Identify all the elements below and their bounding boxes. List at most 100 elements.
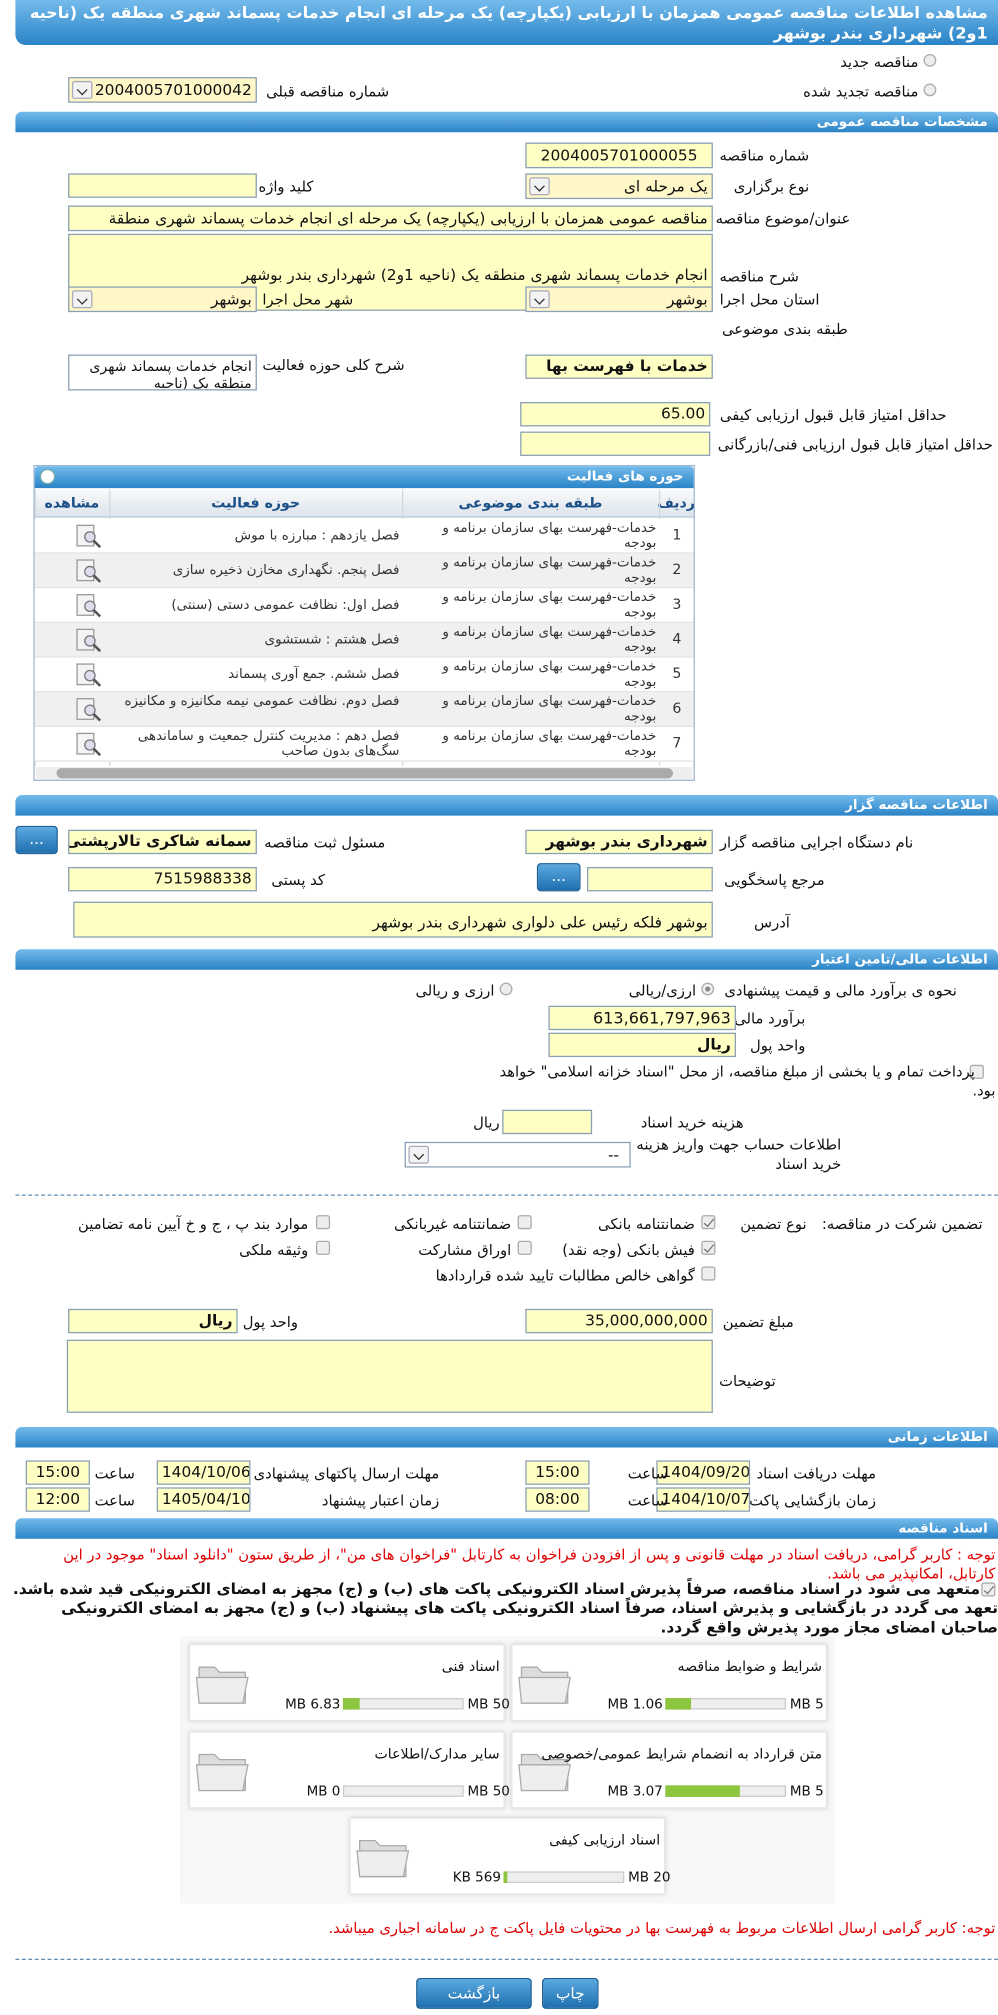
table-row [34, 553, 694, 589]
date: 1404/10/07 [656, 1487, 751, 1512]
time-label: ساعت [94, 1491, 135, 1510]
time-label: ساعت [627, 1464, 668, 1483]
file-name: سایر مدارک/اطلاعات [374, 1745, 500, 1763]
file-name: شرایط و ضوابط مناقصه [677, 1658, 823, 1675]
select-arrow[interactable] [408, 1145, 429, 1164]
view-icon[interactable] [74, 593, 102, 618]
guarantee-currency: ریال [68, 1308, 238, 1334]
view-glyph [76, 594, 102, 618]
time: 15:00 [525, 1460, 590, 1485]
subject: مناقصه عمومی همزمان با ارزیابی (یکپارچه)… [68, 205, 713, 232]
checkbox[interactable] [701, 1266, 716, 1281]
field-label: عنوان/موضوع مناقصه [715, 209, 851, 228]
progress-fill [665, 1698, 691, 1710]
field-label: کلید واژه [258, 177, 314, 196]
table-frame [33, 464, 695, 781]
view-glyph [76, 628, 102, 653]
field-label: هزینه خرید اسناد [640, 1113, 744, 1132]
commitment: متعهد می شود در اسناد مناقصه، صرفاً پذیر… [12, 1579, 998, 1637]
column-header: مشاهده [44, 494, 100, 512]
column-header: حوزه فعالیت [211, 494, 301, 512]
radio[interactable] [701, 982, 715, 996]
field-label: شرح مناقصه [719, 267, 799, 286]
field-label: طبقه بندی موضوعی [721, 319, 848, 338]
field-label: کد پستی [271, 870, 325, 889]
field-label: توضیحات [719, 1371, 776, 1390]
back-button[interactable]: بازگشت [416, 1978, 532, 2009]
checkbox[interactable] [701, 1240, 716, 1255]
response-ref [586, 866, 713, 892]
row-activity: فصل یازدهم : مبارزه با موش [234, 527, 400, 544]
checkbox[interactable] [969, 1064, 984, 1079]
option-label: گواهی خالص مطالبات تایید شده قراردادها [435, 1266, 695, 1285]
column-header: ردیف [657, 494, 695, 512]
table-head [34, 489, 694, 518]
field-label: واحد پول [750, 1036, 806, 1055]
guarantee-amount: 35,000,000,000 [525, 1308, 713, 1334]
view-icon[interactable] [74, 559, 102, 583]
row-number: 3 [672, 597, 682, 613]
table-row [34, 692, 694, 727]
checkbox[interactable] [981, 1582, 996, 1597]
view-glyph [76, 524, 102, 549]
radio[interactable] [499, 982, 513, 996]
radio[interactable] [923, 53, 937, 67]
registrar: سمانه شاکری تالارپشتی [68, 829, 257, 855]
field-label: واحد پول [242, 1312, 298, 1331]
file-name: اسناد ارزیابی کیفی [549, 1831, 661, 1849]
date: 1404/09/20 [656, 1460, 751, 1485]
field-label: نوع تضمین [740, 1215, 807, 1234]
view-icon[interactable] [74, 628, 102, 653]
doc-cost [502, 1109, 593, 1135]
select-arrow[interactable] [529, 290, 550, 309]
response-button[interactable]: ... [536, 863, 581, 892]
scroll-thumb[interactable] [56, 768, 674, 779]
view-icon[interactable] [74, 663, 102, 687]
checkbox[interactable] [517, 1215, 532, 1230]
file-limit: 5 MB [789, 1784, 824, 1800]
row-number: 1 [672, 527, 682, 544]
field-label: زمان اعتبار پیشنهاد [321, 1491, 440, 1510]
row-number: 4 [672, 631, 682, 648]
progress-fill [503, 1871, 507, 1883]
file-size: 569 KB [452, 1870, 501, 1886]
file-size: 3.07 MB [607, 1784, 663, 1800]
row-category: خدمات-فهرست بهای سازمان برنامه و بودجه [442, 728, 657, 760]
table-row [34, 622, 694, 658]
print-button[interactable]: چاپ [542, 1978, 599, 2009]
page-title: مشاهده اطلاعات مناقصه عمومی همزمان با ار… [15, 0, 998, 45]
holding-type: یک مرحله ای [525, 173, 713, 200]
city: بوشهر [68, 286, 257, 313]
estimate: 613,661,797,963 [548, 1005, 736, 1031]
checkbox[interactable] [315, 1215, 331, 1230]
select-arrow[interactable] [529, 177, 550, 196]
section-header: اطلاعات زمانی [15, 1427, 998, 1448]
option-label: اوراق مشارکت [418, 1240, 512, 1259]
field-label: استان محل اجرا [719, 290, 820, 309]
collapse-icon[interactable] [39, 468, 56, 485]
view-glyph [76, 559, 102, 583]
select-arrow[interactable] [71, 290, 93, 309]
row-activity: فصل هشتم : شستشوی [264, 631, 400, 648]
select-arrow[interactable] [71, 80, 93, 99]
radio[interactable] [923, 83, 937, 97]
min-technical-score [520, 431, 711, 456]
registrar-button[interactable]: ... [15, 825, 58, 855]
date: 1404/10/06 [156, 1460, 251, 1485]
time: 15:00 [25, 1460, 90, 1485]
view-icon[interactable] [74, 697, 102, 722]
checkbox[interactable] [517, 1240, 532, 1255]
field-label: مناقصه تجدید شده [803, 82, 919, 101]
tender-number: 2004005701000055 [525, 142, 713, 169]
view-icon[interactable] [74, 732, 102, 757]
view-icon[interactable] [74, 524, 102, 549]
table-row [34, 588, 694, 623]
field-label: نام دستگاه اجرایی مناقصه گزار [719, 833, 914, 852]
view-glyph [76, 698, 102, 722]
row-activity: فصل پنجم. نگهداری مخازن ذخیره سازی [172, 562, 400, 578]
file-size: 1.06 MB [607, 1696, 663, 1713]
checkbox[interactable] [315, 1240, 331, 1255]
folder-glyph [195, 1666, 249, 1704]
checkbox[interactable] [701, 1215, 716, 1230]
